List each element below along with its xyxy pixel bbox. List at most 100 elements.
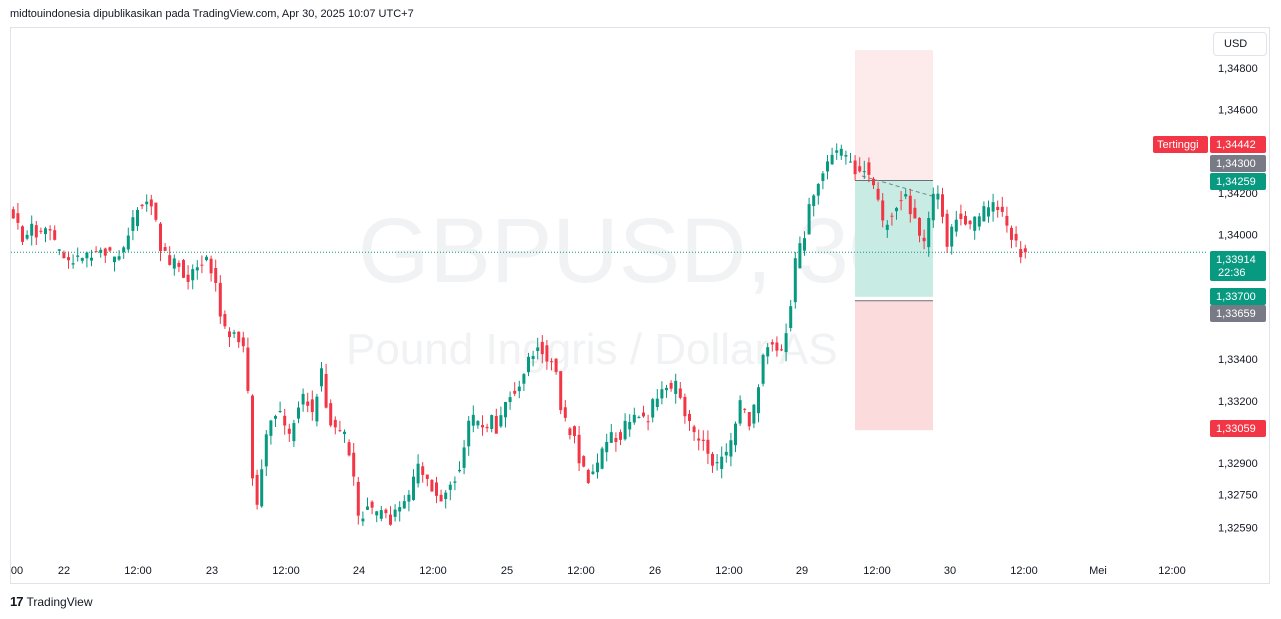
- candle-body: [361, 518, 365, 522]
- candle-body: [140, 204, 144, 207]
- candle-body: [830, 154, 834, 165]
- x-tick-label: 12:00: [419, 565, 447, 577]
- price-tag: [1210, 305, 1266, 322]
- candle-body: [835, 150, 839, 153]
- candle-body: [816, 184, 820, 196]
- candle-body: [430, 479, 434, 492]
- candle-body: [692, 426, 696, 433]
- candle-body: [964, 215, 967, 225]
- candle-body: [826, 161, 829, 172]
- candle-body: [872, 178, 875, 186]
- candle-body: [103, 248, 107, 256]
- candle-body: [508, 397, 512, 403]
- candle-body: [950, 226, 954, 247]
- candle-body: [867, 162, 871, 175]
- candle-body: [701, 439, 705, 441]
- price-tag-value: 1,33059: [1216, 423, 1256, 435]
- y-tick-label: 1,33200: [1218, 396, 1258, 408]
- x-tick-label: 00: [11, 565, 23, 577]
- price-tag: [1210, 420, 1266, 437]
- candle-body: [540, 341, 544, 355]
- x-tick-label: 30: [944, 565, 956, 577]
- candle-body: [218, 282, 222, 317]
- price-tag: [1210, 173, 1266, 190]
- candle-body: [154, 202, 158, 220]
- candle-body: [918, 217, 921, 236]
- x-tick-label: 22: [58, 565, 70, 577]
- candle-body: [637, 416, 641, 418]
- candle-body: [591, 471, 595, 475]
- candle-body: [890, 215, 894, 217]
- candle-body: [131, 217, 135, 231]
- candle-body: [113, 256, 116, 263]
- y-tick-label: 1,34200: [1218, 188, 1258, 200]
- candle-body: [448, 484, 452, 490]
- candle-body: [269, 420, 273, 436]
- candle-body: [927, 217, 931, 248]
- position-loss-zone: [855, 300, 933, 431]
- candle-body: [458, 469, 461, 472]
- candle-body: [973, 216, 977, 231]
- position-profit-zone: [855, 180, 933, 297]
- candle-body: [904, 194, 908, 197]
- footer-branding[interactable]: 17 TradingView: [10, 594, 93, 609]
- x-tick-label: 12:00: [272, 565, 300, 577]
- candle-body: [504, 402, 507, 418]
- candle-body: [90, 257, 93, 261]
- candle-body: [563, 407, 567, 418]
- candle-body: [899, 200, 903, 202]
- candle-body: [214, 268, 218, 283]
- candle-body: [71, 263, 75, 265]
- candle-body: [798, 243, 802, 269]
- y-tick-label: 1,32590: [1218, 523, 1258, 535]
- candle-body: [853, 160, 857, 175]
- price-tag: [1210, 288, 1266, 305]
- candle-body: [582, 456, 586, 467]
- candle-body: [660, 389, 664, 399]
- candle-body: [499, 415, 503, 427]
- price-axis[interactable]: 1,34800 1,34600 1,34200 1,34000 1,33400 1,332…: [1218, 63, 1258, 535]
- candle-body: [881, 200, 885, 221]
- candle-body: [370, 501, 374, 508]
- candle-body: [126, 235, 130, 250]
- candle-body: [913, 207, 917, 219]
- candle-body: [738, 400, 742, 424]
- candle-body: [651, 399, 655, 418]
- candle-body: [163, 247, 167, 251]
- candle-body: [177, 262, 181, 267]
- candle-body: [697, 438, 701, 441]
- candle-body: [476, 421, 480, 426]
- candle-body: [729, 440, 733, 457]
- candle-body: [987, 207, 990, 217]
- candle-body: [991, 202, 995, 212]
- candle-body: [315, 396, 319, 422]
- currency-selector[interactable]: USD: [1213, 32, 1267, 56]
- candle-body: [241, 337, 245, 347]
- price-tag-value: 1,34300: [1216, 158, 1256, 170]
- candle-body: [228, 331, 231, 338]
- candle-body: [536, 347, 540, 352]
- candle-body: [481, 425, 484, 428]
- candle-body: [1000, 206, 1004, 212]
- candle-body: [1005, 215, 1009, 226]
- candle-body: [205, 256, 208, 261]
- candle-body: [435, 482, 438, 496]
- candle-body: [251, 395, 254, 479]
- candle-body: [517, 386, 521, 392]
- candle-body: [80, 257, 84, 261]
- candle-body: [439, 494, 443, 502]
- candle-body: [977, 216, 981, 227]
- price-tag-value: 1,34442: [1216, 139, 1256, 151]
- candle-body: [34, 225, 38, 238]
- candle-body: [941, 194, 944, 217]
- candle-body: [292, 423, 296, 442]
- candle-body: [752, 404, 756, 424]
- candle-body: [145, 201, 149, 205]
- candle-body: [770, 342, 774, 345]
- candle-body: [1014, 233, 1018, 241]
- candle-body: [278, 410, 282, 412]
- time-axis[interactable]: 00 22 12:00 23 12:00 24 12:00 25 12:00 26 12:00 29 1…: [11, 565, 1186, 577]
- watermark-name: Pound Inggris / Dollar AS: [346, 325, 838, 374]
- candle-body: [209, 258, 213, 274]
